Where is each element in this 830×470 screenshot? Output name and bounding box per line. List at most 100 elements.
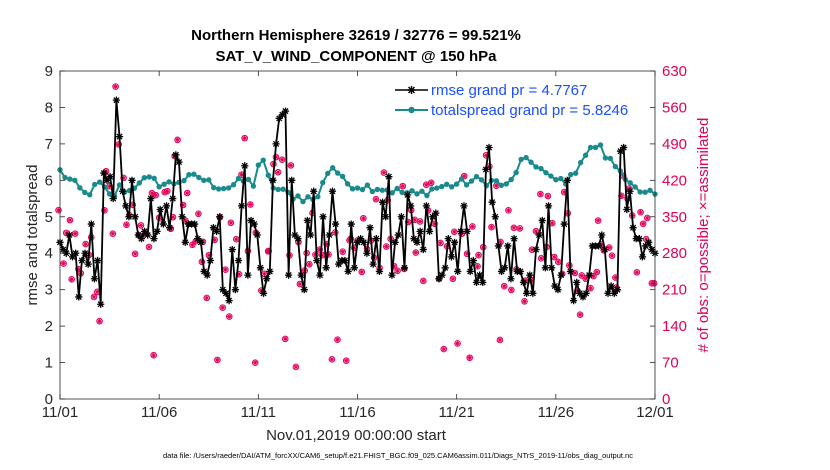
rmse-point [422, 202, 430, 210]
obs-assimilated-marker [594, 269, 600, 275]
obs-assimilated-marker [432, 221, 437, 227]
rmse-point [519, 278, 528, 286]
totalspread-point [320, 179, 326, 186]
obs-assimilated-marker [529, 247, 535, 252]
obs-assimilated-marker [497, 337, 503, 343]
obs-assimilated-marker [511, 225, 517, 231]
y-tick-left-label: 7 [45, 136, 53, 153]
obs-possible-marker [633, 269, 641, 276]
obs-possible-marker [225, 313, 233, 320]
y-tick-right-label: 350 [662, 209, 687, 226]
obs-assimilated-marker [533, 229, 539, 234]
obs-assimilated-marker [579, 273, 584, 278]
obs-assimilated-marker [212, 237, 217, 243]
obs-possible-marker [278, 156, 286, 164]
totalspread-point [325, 170, 331, 177]
totalspread-point [67, 176, 73, 182]
obs-possible-marker [137, 222, 145, 229]
rmse-point [576, 289, 584, 297]
totalspread-point [211, 184, 217, 191]
rmse-point [529, 289, 537, 297]
obs-assimilated-marker [625, 196, 630, 201]
totalspread-point [473, 173, 480, 180]
rmse-point [212, 227, 221, 235]
obs-assimilated-marker [196, 211, 201, 216]
rmse-point [350, 264, 358, 272]
obs-possible-marker [247, 201, 254, 208]
y-tick-right-label: 280 [662, 245, 687, 262]
rmse-point [191, 220, 199, 228]
obs-assimilated-marker [64, 230, 69, 236]
rmse-point [419, 245, 427, 254]
totalspread-point [597, 142, 604, 148]
totalspread-point [592, 144, 599, 151]
rmse-point [532, 245, 540, 254]
obs-assimilated-marker [459, 231, 464, 237]
totalspread-point [478, 177, 485, 183]
obs-possible-marker [334, 336, 341, 343]
obs-assimilated-marker [381, 170, 387, 175]
obs-assimilated-marker [438, 240, 443, 246]
rmse-point [635, 235, 643, 243]
totalspread-point [141, 175, 147, 181]
totalspread-point [280, 186, 286, 192]
obs-assimilated-marker [502, 284, 507, 289]
totalspread-point [429, 186, 435, 192]
totalspread-point [225, 185, 232, 191]
obs-assimilated-marker [545, 193, 551, 199]
y-tick-left-label: 3 [45, 282, 53, 299]
totalspread-point [161, 181, 167, 187]
totalspread-point [434, 185, 440, 191]
obs-assimilated-marker [324, 241, 329, 247]
obs-assimilated-marker [130, 202, 136, 208]
rmse-point [281, 107, 290, 115]
obs-assimilated-marker [61, 261, 66, 266]
rmse-point [316, 271, 324, 279]
rmse-point [300, 286, 308, 294]
obs-possible-marker [55, 206, 62, 214]
rmse-point [601, 245, 609, 254]
rmse-point [388, 271, 396, 279]
rmse-point [128, 176, 136, 184]
obs-assimilated-marker [470, 224, 475, 229]
rmse-point [410, 235, 418, 243]
obs-possible-marker [440, 345, 448, 353]
rmse-point [125, 213, 133, 221]
obs-assimilated-marker [577, 312, 583, 317]
x-tick-label: 11/16 [339, 404, 375, 421]
obs-assimilated-marker [609, 253, 615, 258]
totalspread-point [186, 171, 192, 178]
rmse-point [620, 143, 628, 152]
rmse-point [178, 213, 186, 221]
obs-possible-marker [372, 195, 380, 203]
rmse-point [87, 220, 95, 228]
obs-assimilated-marker [634, 270, 640, 275]
obs-assimilated-marker [234, 237, 239, 242]
totalspread-point [334, 170, 341, 176]
x-tick-label: 12/01 [636, 404, 674, 421]
rmse-point [228, 245, 236, 254]
obs-possible-marker [148, 189, 156, 197]
rmse-point [535, 231, 543, 239]
rmse-point [100, 169, 108, 177]
rmse-point [438, 271, 446, 279]
legend-rmse-label: rmse grand pr = 4.7767 [431, 82, 587, 99]
rmse-point [363, 249, 371, 257]
rmse-point [331, 220, 340, 228]
obs-assimilated-marker [283, 336, 288, 342]
totalspread-point [518, 156, 524, 163]
rmse-point [241, 162, 249, 170]
obs-assimilated-marker [110, 231, 116, 236]
y-tick-left-label: 8 [45, 99, 53, 116]
obs-assimilated-marker [113, 84, 118, 89]
y-tick-right-label: 630 [662, 63, 687, 80]
rmse-point [397, 213, 405, 221]
rmse-point [216, 213, 224, 221]
obs-assimilated-marker [190, 242, 195, 247]
obs-assimilated-marker [556, 259, 561, 265]
obs-assimilated-marker [275, 169, 281, 175]
totalspread-point [156, 184, 162, 190]
obs-assimilated-marker [335, 337, 340, 342]
obs-assimilated-marker [651, 281, 657, 286]
obs-assimilated-marker [619, 193, 624, 199]
